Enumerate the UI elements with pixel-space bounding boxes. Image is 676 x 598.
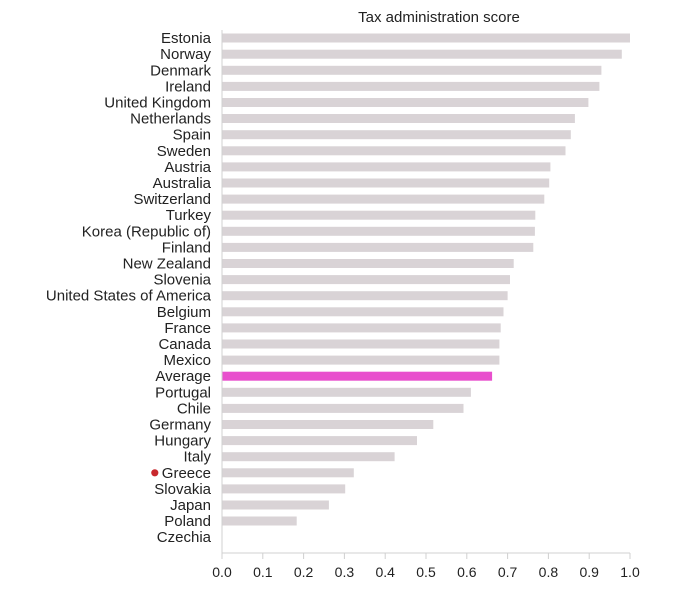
category-label-spain: Spain xyxy=(173,127,211,144)
category-label-greece: Greece xyxy=(162,465,211,482)
category-label-denmark: Denmark xyxy=(150,62,211,79)
category-label-mexico: Mexico xyxy=(163,352,211,369)
bar-spain xyxy=(222,130,571,140)
bar-slovenia xyxy=(222,275,510,285)
bars-group xyxy=(222,33,630,526)
bar-mexico xyxy=(222,355,500,365)
bar-chile xyxy=(222,403,464,413)
bar-portugal xyxy=(222,387,471,397)
bar-canada xyxy=(222,339,500,349)
bar-australia xyxy=(222,178,550,188)
category-label-ireland: Ireland xyxy=(165,78,211,95)
category-label-estonia: Estonia xyxy=(161,30,212,47)
category-label-slovakia: Slovakia xyxy=(154,481,211,498)
bar-united-states-of-america xyxy=(222,291,508,301)
bar-sweden xyxy=(222,146,566,156)
bar-switzerland xyxy=(222,194,545,204)
x-tick-label: 0.4 xyxy=(375,564,395,580)
x-tick-label: 0.3 xyxy=(335,564,355,580)
category-label-czechia: Czechia xyxy=(157,529,212,546)
bar-norway xyxy=(222,49,622,59)
category-label-japan: Japan xyxy=(170,497,211,514)
bar-germany xyxy=(222,420,434,429)
bar-austria xyxy=(222,162,551,172)
category-label-turkey: Turkey xyxy=(166,207,212,224)
bar-denmark xyxy=(222,65,602,75)
bar-ireland xyxy=(222,81,600,91)
x-tick-label: 0.9 xyxy=(579,564,599,580)
category-label-chile: Chile xyxy=(177,400,211,417)
category-label-canada: Canada xyxy=(158,336,211,353)
bar-italy xyxy=(222,452,395,462)
bar-united-kingdom xyxy=(222,98,589,107)
bar-japan xyxy=(222,500,329,510)
bar-estonia xyxy=(222,33,630,43)
x-tick-label: 0.6 xyxy=(457,564,477,580)
bar-belgium xyxy=(222,307,504,317)
bar-new-zealand xyxy=(222,259,514,268)
category-label-finland: Finland xyxy=(162,239,211,256)
category-label-new-zealand: New Zealand xyxy=(123,256,211,273)
bar-turkey xyxy=(222,210,536,220)
category-label-korea-republic-of: Korea (Republic of) xyxy=(82,223,211,240)
x-tick-label: 0.7 xyxy=(498,564,518,580)
category-label-switzerland: Switzerland xyxy=(133,191,211,208)
bar-slovakia xyxy=(222,484,346,494)
category-label-sweden: Sweden xyxy=(157,143,211,160)
x-axis: 0.0 0.1 0.2 0.3 0.4 0.5 0.6 0.7 0.8 0.9 1.0 xyxy=(212,30,640,580)
category-label-france: France xyxy=(164,320,211,337)
x-tick-label: 0.2 xyxy=(294,564,314,580)
category-label-australia: Australia xyxy=(153,175,212,192)
category-label-united-states-of-america: United States of America xyxy=(46,288,212,305)
category-label-united-kingdom: United Kingdom xyxy=(104,95,211,112)
category-label-belgium: Belgium xyxy=(157,304,211,321)
category-label-slovenia: Slovenia xyxy=(153,272,211,289)
category-label-norway: Norway xyxy=(160,46,211,63)
x-tick-label: 1.0 xyxy=(620,564,640,580)
x-tick-label: 0.5 xyxy=(416,564,436,580)
x-tick-label: 0.8 xyxy=(539,564,559,580)
bar-greece xyxy=(222,468,354,478)
category-label-average: Average xyxy=(155,368,211,385)
bar-netherlands xyxy=(222,114,575,123)
chart-title: Tax administration score xyxy=(358,9,520,26)
bar-poland xyxy=(222,516,297,526)
category-label-portugal: Portugal xyxy=(155,384,211,401)
category-label-germany: Germany xyxy=(149,417,211,434)
bar-average xyxy=(222,371,493,381)
marker-greece xyxy=(151,469,159,477)
category-label-netherlands: Netherlands xyxy=(130,111,211,128)
category-label-hungary: Hungary xyxy=(154,433,211,450)
x-tick-label: 0.1 xyxy=(253,564,273,580)
x-tick-label: 0.0 xyxy=(212,564,232,580)
bar-finland xyxy=(222,242,534,252)
category-label-austria: Austria xyxy=(164,159,211,176)
category-label-poland: Poland xyxy=(164,513,211,530)
category-label-italy: Italy xyxy=(183,449,211,466)
bar-france xyxy=(222,323,501,333)
bar-hungary xyxy=(222,436,417,446)
bar-korea-republic-of xyxy=(222,226,535,236)
